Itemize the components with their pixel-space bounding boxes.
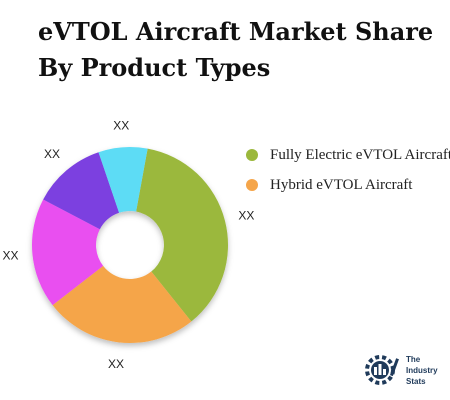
logo-text-line3: Stats [406,377,426,386]
legend-item-hybrid: Hybrid eVTOL Aircraft [246,170,450,200]
chart-title: eVTOL Aircraft Market Share By Product T… [38,17,434,82]
legend-swatch-fully-electric [246,149,258,161]
slice-label-1: XX [108,357,124,371]
gear-logo-icon [365,355,399,385]
legend-swatch-hybrid [246,179,258,191]
legend: Fully Electric eVTOL Aircraft Hybrid eVT… [246,140,450,200]
slice-label-0: XX [238,209,254,223]
legend-item-fully-electric: Fully Electric eVTOL Aircraft [246,140,450,170]
donut-slice-1 [52,265,192,343]
industry-stats-logo: The Industry Stats [362,348,442,392]
legend-label-fully-electric: Fully Electric eVTOL Aircraft [270,146,450,163]
legend-label-hybrid: Hybrid eVTOL Aircraft [270,176,413,193]
slice-label-3: XX [44,147,60,161]
slice-label-4: XX [113,118,129,132]
donut-slice-2 [31,199,104,306]
slice-label-2: XX [2,249,18,263]
logo-text-line1: The [406,355,421,364]
donut-slice-0 [136,148,229,322]
logo-text-line2: Industry [406,366,438,375]
donut-slice-4 [98,147,148,213]
donut-slice-3 [43,152,120,230]
